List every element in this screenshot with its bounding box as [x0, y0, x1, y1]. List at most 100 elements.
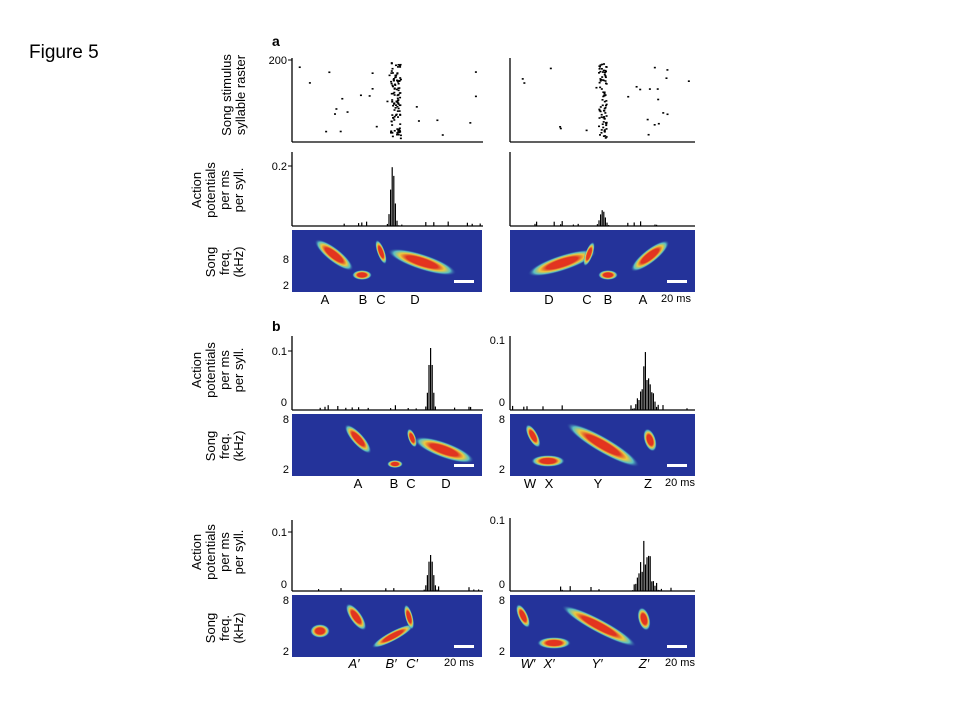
- psth-bar: [390, 189, 392, 226]
- raster-spike: [605, 83, 608, 85]
- raster-spike: [600, 88, 603, 90]
- psth-bar: [393, 175, 395, 226]
- syllable-blob: [527, 249, 597, 277]
- spectro-b2-ytick-2: 2: [283, 646, 289, 658]
- raster-spike: [386, 100, 389, 103]
- syllable-blob: [561, 605, 637, 647]
- spectrogram-b2-right: [510, 595, 695, 657]
- raster-spike: [601, 99, 604, 101]
- syllable-label: A: [321, 292, 330, 307]
- syllable-blob: [352, 270, 372, 280]
- psth-bar: [662, 405, 664, 410]
- raster-spike: [598, 125, 601, 128]
- raster-spike: [397, 89, 400, 92]
- psth-bar: [604, 217, 606, 226]
- raster-spike: [603, 92, 606, 95]
- psth-bar: [657, 404, 659, 410]
- psth-b1-axes-right: [509, 336, 695, 411]
- psth-bar: [569, 586, 571, 591]
- psth-b2-ylabel-line: potentials: [203, 524, 218, 580]
- psth-bar: [319, 407, 321, 410]
- raster-spike: [399, 96, 402, 99]
- raster-spike: [392, 103, 395, 105]
- raster-spike: [308, 82, 311, 84]
- psth-bar: [438, 586, 440, 591]
- psth-b2-axes-right: [509, 518, 695, 592]
- psth-bar: [523, 406, 525, 410]
- psth-b2-axes-left: [291, 520, 483, 592]
- raster-spike: [474, 95, 477, 98]
- psth-bar: [561, 405, 563, 410]
- psth-b1r-ytick-high: 0.1: [490, 335, 505, 347]
- psth-bar: [630, 405, 632, 410]
- raster-spike: [559, 127, 562, 130]
- syllable-blob: [566, 422, 640, 468]
- psth-bar: [635, 404, 637, 410]
- psth-bar: [351, 407, 353, 410]
- raster-spike: [648, 88, 651, 90]
- psth-bar: [641, 389, 643, 410]
- raster-spike: [605, 124, 608, 127]
- raster-spike: [394, 64, 397, 67]
- raster-spike: [394, 74, 397, 77]
- raster-spike: [397, 107, 400, 110]
- raster-spike: [397, 116, 400, 118]
- scale-label-b1: 20 ms: [665, 477, 695, 489]
- scale-bar: [454, 464, 474, 467]
- psth-bar: [660, 588, 662, 591]
- syllable-label: Z′: [638, 656, 650, 671]
- raster-spike: [394, 107, 397, 109]
- raster-spike: [646, 118, 649, 121]
- raster-spike: [602, 109, 605, 112]
- raster-spike: [393, 119, 396, 121]
- psth-bar: [337, 405, 339, 410]
- raster-spike: [393, 88, 396, 90]
- psth-b1r-ytick-0: 0: [499, 397, 505, 409]
- psth-bar: [431, 364, 433, 410]
- raster-spike: [603, 100, 606, 103]
- psth-bar: [468, 587, 470, 591]
- raster-spike: [598, 108, 601, 111]
- psth-bar: [473, 589, 475, 591]
- raster-spike: [393, 129, 396, 132]
- syllable-label: A′: [347, 656, 360, 671]
- raster-spike: [396, 99, 399, 102]
- psth-bar: [425, 406, 427, 410]
- raster-spike: [396, 97, 399, 100]
- raster-axes-right: [509, 58, 695, 143]
- syllable-label: Y: [594, 476, 603, 491]
- raster-spike: [604, 69, 607, 72]
- spectro-b2-ytick-8: 8: [283, 595, 289, 607]
- psth-bar: [643, 366, 645, 410]
- raster-spike: [398, 104, 401, 107]
- psth-bar: [536, 221, 538, 226]
- psth-bar: [632, 408, 634, 410]
- raster-spike: [647, 133, 650, 136]
- raster-spike: [441, 134, 444, 136]
- psth-bar: [608, 225, 610, 226]
- psth-bar: [512, 405, 514, 410]
- psth-bar: [428, 561, 430, 591]
- psth-bar: [651, 392, 653, 410]
- slide-title: Figure 5: [29, 42, 99, 63]
- raster-spike: [398, 79, 401, 82]
- raster-spike: [397, 130, 400, 132]
- raster-spike: [391, 114, 394, 116]
- raster-spike: [598, 117, 601, 119]
- raster-spike: [653, 66, 656, 69]
- scale-bar: [667, 464, 687, 467]
- psth-bar: [433, 392, 435, 410]
- psth-bar: [425, 585, 427, 591]
- psth-bar: [638, 573, 640, 591]
- psth-bar: [596, 224, 598, 226]
- spectro-a-ytick-2: 2: [283, 280, 289, 292]
- psth-bar: [635, 583, 637, 591]
- spectrogram-b1-ylabel: Song freq. (kHz): [203, 430, 246, 461]
- psth-bar: [366, 221, 368, 226]
- raster-spike: [603, 73, 606, 76]
- raster-spike: [335, 108, 338, 110]
- psth-bar: [425, 222, 427, 226]
- psth-bar: [393, 588, 395, 591]
- psth-b1-ylabel-line: per syll.: [231, 348, 246, 393]
- psth-bar: [560, 224, 562, 226]
